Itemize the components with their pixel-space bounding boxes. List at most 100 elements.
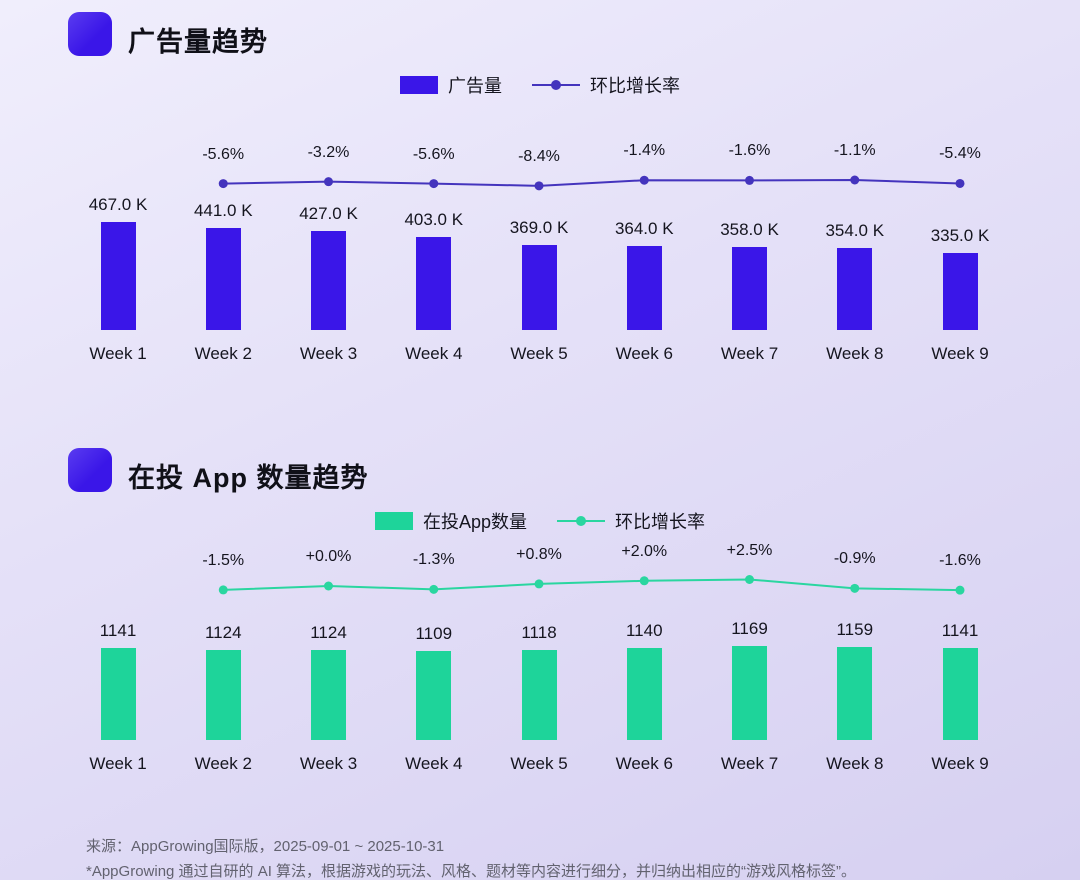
growth-rate-label: +2.0% [621,542,668,560]
growth-line-dot [534,181,544,191]
growth-rate-label: -0.9% [833,550,876,568]
x-axis-label: Week 1 [89,754,147,773]
bar-value-label: 427.0 K [299,204,358,224]
bar [837,646,873,740]
bar [100,648,136,740]
growth-line-dot [850,175,860,185]
bar-value-label: 369.0 K [509,217,569,237]
growth-line-dot [955,178,965,188]
bar-value-label: 1169 [731,619,768,638]
growth-rate-label: +2.5% [726,541,773,559]
x-axis-label: Week 3 [299,754,358,773]
section-marker-icon [68,12,112,56]
x-axis-label: Week 4 [405,344,463,363]
bar-value-label: 403.0 K [404,209,464,229]
line-legend-label: 环比增长率 [615,512,706,532]
growth-line-dot [639,576,649,586]
line-legend-label: 环比增长率 [590,76,680,96]
growth-rate-label: -8.4% [518,147,560,165]
ad-volume-legend: 广告量 环比增长率 [0,72,1080,98]
line-legend-dot-icon [551,80,561,90]
bar [311,649,346,740]
bar-value-label: 1140 [625,621,663,641]
bar-value-label: 354.0 K [825,221,885,241]
x-axis-label: Week 9 [931,754,989,773]
bar-value-label: 1118 [521,623,557,643]
growth-rate-label: -5.6% [202,145,245,163]
bar-value-label: 1141 [99,621,137,641]
x-axis-label: Week 7 [720,754,779,773]
growth-line-dot [218,179,228,189]
growth-rate-label: -1.6% [728,142,771,160]
bar-legend-label: 在投App数量 [422,512,528,532]
growth-line-dot [639,175,649,185]
growth-line-dot [745,575,754,584]
bar [942,648,978,740]
growth-line-dot [429,179,439,189]
bar [942,252,978,330]
bar [521,244,557,330]
bar [416,650,452,740]
bar-value-label: 467.0 K [88,195,148,214]
bar-value-label: 1141 [941,621,979,641]
growth-line-dot [955,585,965,595]
bar [837,248,873,330]
growth-line-dot [534,579,544,589]
bar [205,649,241,740]
x-axis-label: Week 3 [299,344,358,363]
x-axis-label: Week 6 [615,344,673,363]
x-axis-label: Week 4 [405,754,463,773]
x-axis-label: Week 2 [194,344,252,363]
bar-legend-swatch [400,76,438,94]
bar [521,650,557,740]
growth-rate-label: -5.6% [412,145,455,163]
bar-value-label: 335.0 K [930,225,990,245]
x-axis-label: Week 1 [89,344,147,363]
line-legend-dot-icon [576,516,587,526]
growth-rate-label: -1.1% [833,142,876,159]
x-axis-label: Week 8 [826,344,884,363]
bar [416,236,452,330]
methodology-note: *AppGrowing 通过自研的 AI 算法，根据游戏的玩法、风格、题材等内容… [86,863,857,880]
growth-rate-label: +0.8% [516,545,562,563]
x-axis-label: Week 8 [826,754,884,773]
bar [626,245,662,330]
x-axis-label: Week 5 [510,344,568,363]
bar [732,247,767,330]
growth-line-dot [324,581,333,591]
growth-rate-label: +0.0% [305,548,352,565]
line-legend-marker [557,516,606,526]
bar-legend-label: 广告量 [448,76,502,96]
bar-value-label: 1109 [415,623,453,643]
growth-rate-label: -1.3% [412,551,455,569]
growth-rate-label: -1.6% [939,552,981,570]
growth-rate-label: -5.4% [939,145,981,163]
bar-legend-swatch [374,512,413,530]
growth-rate-label: -1.4% [623,142,666,160]
x-axis-label: Week 6 [615,754,673,773]
x-axis-label: Week 7 [720,344,779,363]
bar-value-label: 1159 [836,619,874,639]
x-axis-label: Week 5 [510,754,568,773]
growth-line-dot [745,175,754,185]
x-axis-label: Week 2 [194,754,252,773]
growth-line-dot [218,585,228,595]
section-title-ad-volume: 广告量趋势 [128,27,268,57]
bar [732,646,767,740]
bar-value-label: 364.0 K [614,218,674,238]
bar [100,222,136,330]
bar-value-label: 441.0 K [193,201,253,220]
bar-value-label: 1124 [310,622,347,642]
source-note: 来源：AppGrowing国际版，2025-09-01 ~ 2025-10-31 [86,838,445,855]
line-legend-marker [532,80,580,90]
bar-value-label: 1124 [204,622,242,642]
section-title-active-apps: 在投 App 数量趋势 [128,463,369,493]
bar-value-label: 358.0 K [720,220,779,240]
growth-rate-label: -1.5% [202,551,245,569]
bar [311,231,346,330]
